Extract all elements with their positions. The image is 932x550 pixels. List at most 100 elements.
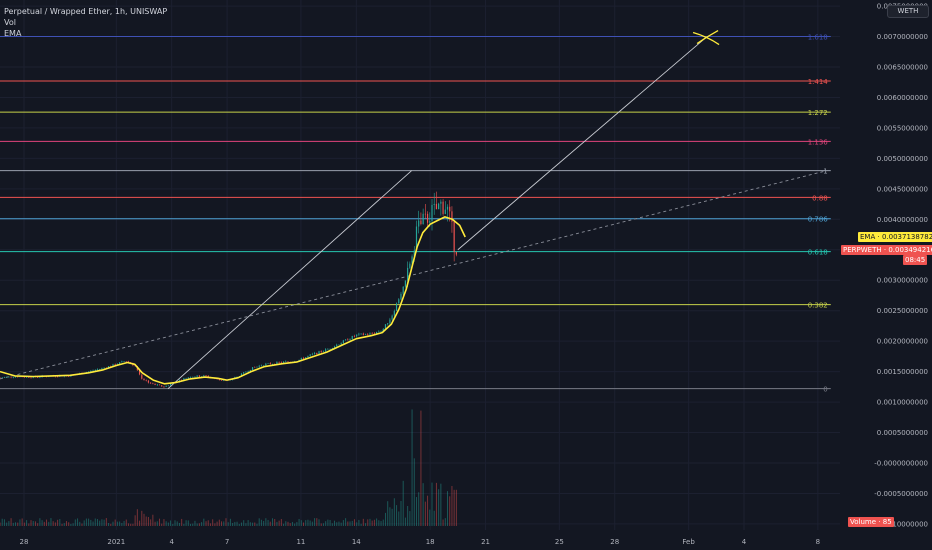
candle-body [393, 310, 395, 316]
candle-body [196, 375, 198, 377]
candle-body [8, 376, 10, 378]
volume-bars [0, 409, 457, 526]
candle-body [418, 220, 420, 227]
candle-body [223, 380, 225, 381]
candle-body [198, 375, 200, 377]
candle-body [331, 348, 333, 349]
fib-level-label: 1.136 [808, 138, 829, 146]
time-axis[interactable]: 28 2021 4 7 11 14 18 21 25 28 Feb 4 8 [20, 538, 821, 546]
candle-body [376, 331, 378, 334]
volume-bar [50, 518, 52, 526]
candle-body [143, 378, 145, 381]
candle-body [260, 365, 263, 367]
candle-body [110, 366, 112, 367]
candle-body [112, 364, 114, 367]
candle-body [316, 352, 318, 355]
candle-body [114, 364, 116, 366]
candle-body [152, 383, 154, 384]
vol-indicator-label[interactable]: Vol [4, 18, 16, 27]
candle-body [382, 328, 384, 332]
candle-body [256, 366, 258, 368]
volume-bar [298, 518, 300, 526]
volume-bar [85, 518, 87, 526]
volume-bar [311, 521, 313, 526]
candle-body [435, 203, 438, 210]
volume-bar [247, 520, 249, 526]
ema-tag-label: EMA [860, 232, 876, 241]
volume-bar [79, 521, 81, 526]
target-cross-marker[interactable] [692, 29, 720, 46]
volume-bar [396, 505, 398, 526]
volume-bar [156, 521, 158, 526]
volume-bar [10, 518, 12, 526]
candle-body [329, 348, 331, 350]
volume-bar [400, 500, 402, 526]
candle-body [413, 250, 415, 257]
ema-indicator-label[interactable]: EMA [4, 29, 22, 38]
volume-bar [105, 518, 107, 526]
time-tick-label: 18 [426, 538, 435, 546]
candle-body [305, 357, 307, 359]
candle-body [287, 361, 289, 363]
volume-bar [274, 519, 276, 526]
candle-body [10, 376, 12, 378]
candle-body [267, 363, 269, 364]
volume-tag: Volume · 85 [848, 517, 894, 527]
volume-bar [229, 518, 231, 526]
volume-bar [276, 521, 278, 526]
quote-currency-badge[interactable]: WETH [887, 5, 929, 18]
volume-bar [347, 521, 349, 526]
volume-bar [192, 523, 194, 526]
volume-bar [163, 519, 165, 526]
candle-body [285, 361, 287, 363]
candle-body [14, 376, 17, 378]
volume-bar [37, 523, 39, 526]
ema-polyline [0, 216, 466, 385]
candle-body [94, 369, 96, 371]
candle-body [12, 377, 14, 378]
volume-bar [94, 518, 96, 526]
fib-level-label: 0.786 [808, 216, 829, 224]
candle-body [336, 344, 338, 347]
fib-level-label: 0.88 [812, 194, 828, 202]
candle-body [150, 382, 152, 384]
volume-bar [314, 518, 316, 526]
candle-body [429, 221, 431, 223]
price-axis[interactable]: 0.00750000000.00700000000.00650000000.00… [874, 3, 928, 529]
fib-level-label: 1.272 [808, 109, 828, 117]
candle-body [107, 366, 110, 368]
volume-bar [236, 521, 238, 526]
candle-body [389, 319, 391, 324]
fib-level-label: 0.618 [808, 249, 828, 257]
fibonacci-extension-tool[interactable]: 0 0.382 0.618 0.786 0.88 1 1.136 1.272 1.414 1.61… [0, 34, 831, 394]
candle-body [409, 263, 411, 268]
volume-bar [125, 519, 127, 526]
volume-bar [207, 520, 209, 526]
volume-bar [384, 512, 386, 526]
volume-bar [110, 523, 112, 526]
target-marker-stroke [692, 31, 720, 46]
volume-bar [407, 506, 409, 526]
volume-bar [238, 523, 240, 526]
volume-bar [19, 519, 21, 526]
volume-bar [336, 522, 338, 526]
candle-body [358, 333, 360, 335]
volume-bar [267, 519, 269, 526]
volume-bar [165, 521, 167, 526]
candle-body [318, 351, 320, 355]
volume-bar [398, 511, 400, 526]
candle-body [433, 203, 435, 205]
volume-bar [21, 518, 23, 526]
volume-bar [88, 518, 90, 526]
time-tick-label: 7 [225, 538, 229, 546]
candle-body [207, 375, 209, 378]
time-tick-label: 14 [352, 538, 361, 546]
volume-bar [453, 489, 455, 526]
trend-lines[interactable] [0, 36, 828, 390]
volume-bar [48, 521, 50, 526]
volume-bar [444, 518, 446, 526]
symbol-title[interactable]: Perpetual / Wrapped Ether, 1h, UNISWAP [4, 7, 168, 16]
price-tick-label: 0.0005000000 [877, 429, 928, 437]
volume-bar [391, 508, 393, 526]
